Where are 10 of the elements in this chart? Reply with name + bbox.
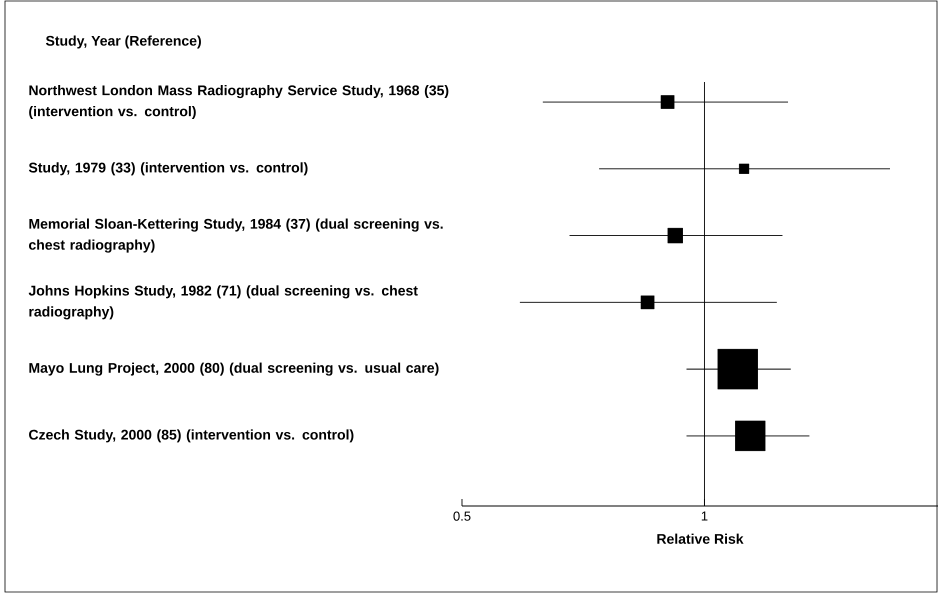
y-tick-label: Memorial Sloan-Kettering Study, 1984 (37) (dual screening vs. chest radiography) xyxy=(29,218,443,253)
x-axis-title: Relative Risk xyxy=(657,534,744,544)
y-tick-label: Study, 1979 (33) (intervention vs. control) xyxy=(28,162,308,176)
y-tick-label: Czech Study, 2000 (85) (intervention vs. control) xyxy=(29,429,354,442)
x-tick-label: 0.5 xyxy=(453,512,470,521)
y-tick-label: Northwest London Mass Radiography Service Study, 1968 (35) (intervention vs. control) xyxy=(29,85,448,120)
y-tick-label: Johns Hopkins Study, 1982 (71) (dual screening vs. chest radiography) xyxy=(28,285,418,320)
text: Study, Year (Reference) xyxy=(46,35,201,49)
x-tick-label: 1 xyxy=(702,512,708,520)
y-tick-label: Mayo Lung Project, 2000 (80) (dual screening vs. usual care) xyxy=(29,362,439,376)
